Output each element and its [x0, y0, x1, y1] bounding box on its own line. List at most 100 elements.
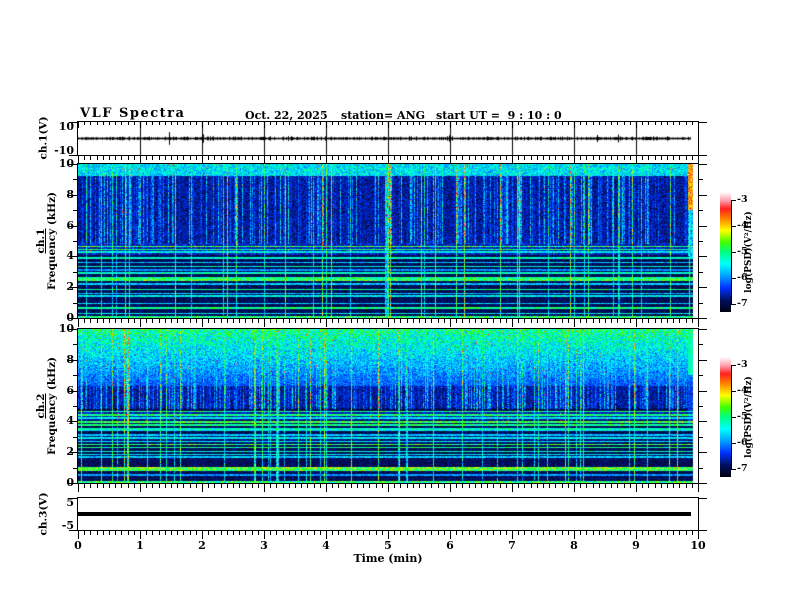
- tick-mark: [456, 156, 457, 160]
- tick-mark: [183, 484, 184, 488]
- tick-mark: [500, 156, 501, 160]
- tick-mark: [115, 484, 116, 488]
- tick-mark: [686, 156, 687, 160]
- tick-mark: [438, 319, 439, 323]
- y-tick-label: 2: [66, 445, 74, 458]
- tick-mark: [506, 484, 507, 488]
- tick-mark: [276, 319, 277, 323]
- tick-mark: [593, 531, 594, 535]
- tick-mark: [369, 531, 370, 535]
- tick-mark: [97, 156, 98, 160]
- tick-mark: [698, 484, 699, 492]
- tick-mark: [128, 122, 129, 125]
- tick-mark: [69, 287, 77, 288]
- tick-mark: [103, 531, 104, 535]
- colorbar-tick-label: -3: [737, 359, 748, 370]
- tick-mark: [407, 484, 408, 488]
- tick-mark: [146, 319, 147, 323]
- tick-mark: [506, 531, 507, 535]
- tick-mark: [202, 156, 203, 164]
- tick-mark: [438, 122, 439, 125]
- tick-mark: [84, 156, 85, 160]
- x-tick-label: 6: [446, 539, 454, 552]
- tick-mark: [289, 484, 290, 488]
- colorbar-tick-label: -4: [737, 385, 748, 396]
- tick-mark: [574, 319, 575, 327]
- tick-mark: [518, 531, 519, 535]
- tick-mark: [699, 179, 703, 180]
- tick-mark: [134, 531, 135, 535]
- tick-mark: [208, 156, 209, 160]
- tick-mark: [673, 319, 674, 323]
- tick-mark: [69, 122, 77, 123]
- tick-mark: [425, 156, 426, 160]
- tick-mark: [69, 164, 77, 165]
- tick-mark: [258, 122, 259, 125]
- tick-mark: [648, 122, 649, 125]
- tick-mark: [642, 484, 643, 488]
- tick-mark: [611, 484, 612, 488]
- tick-mark: [531, 156, 532, 160]
- tick-mark: [128, 531, 129, 535]
- tick-mark: [351, 122, 352, 125]
- y-tick-label: 8: [66, 353, 74, 366]
- tick-mark: [487, 319, 488, 323]
- tick-mark: [699, 329, 707, 330]
- tick-mark: [295, 122, 296, 125]
- tick-mark: [208, 319, 209, 323]
- tick-mark: [605, 484, 606, 488]
- colorbar-tick-label: -7: [737, 298, 748, 309]
- tick-mark: [699, 468, 703, 469]
- tick-mark: [699, 287, 707, 288]
- tick-mark: [214, 156, 215, 160]
- tick-mark: [338, 484, 339, 488]
- tick-mark: [338, 122, 339, 125]
- tick-mark: [140, 484, 141, 492]
- tick-mark: [103, 319, 104, 323]
- tick-mark: [128, 319, 129, 323]
- ch3-trace-line: [78, 512, 691, 516]
- tick-mark: [202, 319, 203, 327]
- tick-mark: [562, 122, 563, 125]
- tick-mark: [419, 122, 420, 125]
- tick-mark: [258, 156, 259, 160]
- tick-mark: [699, 318, 707, 319]
- tick-mark: [469, 319, 470, 323]
- tick-mark: [617, 319, 618, 323]
- tick-mark: [239, 484, 240, 488]
- tick-mark: [413, 531, 414, 535]
- tick-mark: [357, 531, 358, 535]
- tick-mark: [699, 375, 703, 376]
- tick-mark: [369, 484, 370, 488]
- tick-mark: [580, 484, 581, 488]
- tick-mark: [599, 156, 600, 160]
- tick-mark: [103, 484, 104, 488]
- tick-mark: [667, 531, 668, 535]
- tick-mark: [121, 484, 122, 488]
- tick-mark: [661, 156, 662, 160]
- x-tick-label: 1: [136, 539, 144, 552]
- tick-mark: [270, 531, 271, 535]
- tick-mark: [73, 406, 77, 407]
- tick-mark: [307, 531, 308, 535]
- tick-mark: [636, 531, 637, 539]
- tick-mark: [524, 156, 525, 160]
- tick-mark: [332, 484, 333, 488]
- tick-mark: [382, 156, 383, 160]
- tick-mark: [518, 156, 519, 160]
- tick-mark: [450, 156, 451, 164]
- tick-mark: [239, 319, 240, 323]
- tick-mark: [208, 531, 209, 535]
- tick-mark: [444, 122, 445, 125]
- tick-mark: [456, 484, 457, 488]
- tick-mark: [699, 530, 707, 531]
- tick-mark: [73, 241, 77, 242]
- tick-mark: [617, 531, 618, 535]
- tick-mark: [493, 531, 494, 535]
- tick-mark: [605, 319, 606, 323]
- tick-mark: [673, 531, 674, 535]
- tick-mark: [617, 484, 618, 488]
- tick-mark: [586, 531, 587, 535]
- tick-mark: [698, 319, 699, 327]
- tick-mark: [394, 531, 395, 535]
